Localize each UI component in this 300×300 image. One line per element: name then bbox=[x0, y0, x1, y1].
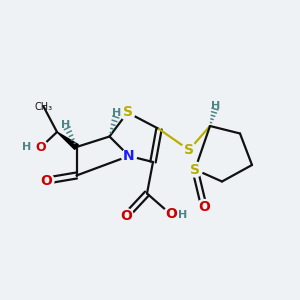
Circle shape bbox=[188, 162, 202, 177]
Circle shape bbox=[164, 207, 178, 222]
Text: N: N bbox=[123, 149, 135, 163]
Circle shape bbox=[122, 148, 136, 164]
Text: H: H bbox=[61, 119, 70, 130]
Circle shape bbox=[39, 173, 54, 188]
Text: H: H bbox=[178, 209, 187, 220]
Text: S: S bbox=[184, 143, 194, 157]
Text: H: H bbox=[112, 108, 122, 118]
Text: H: H bbox=[22, 142, 32, 152]
Text: S: S bbox=[122, 106, 133, 119]
Circle shape bbox=[33, 140, 48, 155]
Circle shape bbox=[182, 142, 196, 158]
Circle shape bbox=[120, 105, 135, 120]
Circle shape bbox=[118, 208, 134, 224]
Text: H: H bbox=[212, 100, 220, 111]
Circle shape bbox=[196, 200, 211, 214]
Text: O: O bbox=[35, 141, 46, 154]
Text: O: O bbox=[120, 209, 132, 223]
Polygon shape bbox=[57, 132, 78, 149]
Text: O: O bbox=[165, 208, 177, 221]
Text: O: O bbox=[40, 174, 52, 188]
Text: CH₃: CH₃ bbox=[34, 101, 52, 112]
Text: O: O bbox=[198, 200, 210, 214]
Text: S: S bbox=[190, 163, 200, 176]
